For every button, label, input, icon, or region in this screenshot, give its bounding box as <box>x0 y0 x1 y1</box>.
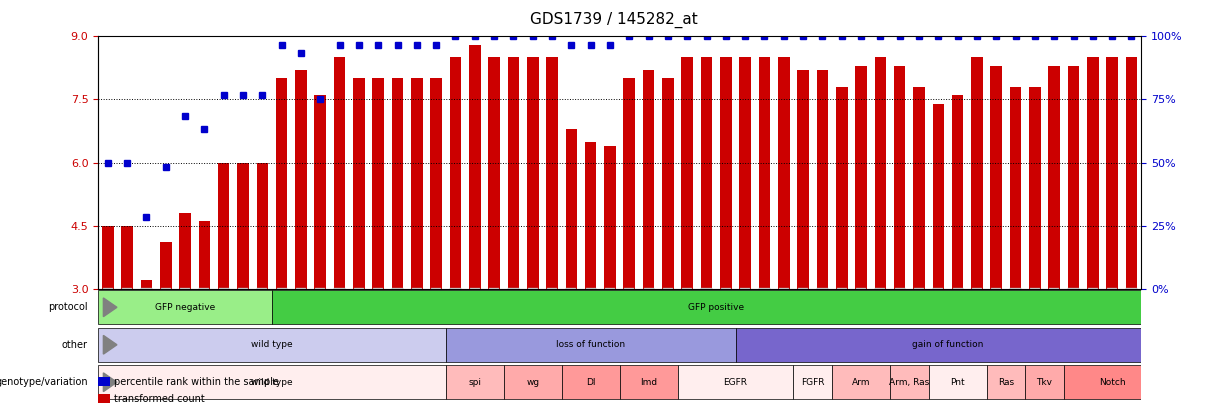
Bar <box>933 104 944 289</box>
Text: Notch: Notch <box>1099 378 1125 387</box>
Bar <box>1029 87 1040 289</box>
Bar <box>98 290 272 324</box>
Bar <box>987 365 1026 399</box>
Bar <box>1048 66 1060 289</box>
Bar <box>1026 365 1064 399</box>
Text: GFP negative: GFP negative <box>155 303 215 312</box>
Bar <box>643 70 654 289</box>
Bar <box>855 66 866 289</box>
Text: Arm, Ras: Arm, Ras <box>890 378 930 387</box>
Bar <box>681 58 693 289</box>
Bar <box>431 79 442 289</box>
Bar <box>98 328 445 362</box>
Bar <box>449 58 461 289</box>
Bar <box>720 58 731 289</box>
Text: lmd: lmd <box>640 378 658 387</box>
Bar <box>1010 87 1021 289</box>
Bar <box>526 58 539 289</box>
Bar <box>990 66 1002 289</box>
Bar <box>677 365 794 399</box>
Bar <box>160 242 172 289</box>
Bar <box>566 129 577 289</box>
Text: spi: spi <box>469 378 481 387</box>
Bar <box>488 58 499 289</box>
Text: loss of function: loss of function <box>556 340 626 349</box>
Bar <box>817 70 828 289</box>
Bar <box>391 79 404 289</box>
Bar <box>894 66 906 289</box>
Text: other: other <box>61 340 88 350</box>
Bar <box>1067 66 1080 289</box>
Bar <box>890 365 929 399</box>
Bar <box>562 365 620 399</box>
Text: wg: wg <box>526 378 540 387</box>
Bar <box>740 58 751 289</box>
Bar <box>296 70 307 289</box>
Bar <box>1064 365 1161 399</box>
Bar <box>929 365 987 399</box>
Bar <box>952 95 963 289</box>
Bar <box>971 58 983 289</box>
Bar <box>199 222 210 289</box>
Bar <box>623 79 636 289</box>
Bar <box>1107 58 1118 289</box>
Text: wild type: wild type <box>252 340 293 349</box>
Bar <box>1125 58 1137 289</box>
Polygon shape <box>103 298 117 317</box>
Bar <box>798 70 809 289</box>
Polygon shape <box>103 373 117 392</box>
Bar <box>179 213 191 289</box>
Text: GDS1739 / 145282_at: GDS1739 / 145282_at <box>530 12 697 28</box>
Text: Tkv: Tkv <box>1037 378 1053 387</box>
Bar <box>875 58 886 289</box>
Bar <box>411 79 422 289</box>
Bar <box>98 365 445 399</box>
Text: FGFR: FGFR <box>801 378 825 387</box>
Bar <box>735 328 1161 362</box>
Bar <box>508 58 519 289</box>
Bar <box>334 58 345 289</box>
Bar <box>701 58 713 289</box>
Text: protocol: protocol <box>48 302 88 312</box>
Bar <box>663 79 674 289</box>
Bar <box>256 162 269 289</box>
Bar <box>237 162 249 289</box>
Bar <box>218 162 229 289</box>
Bar <box>585 141 596 289</box>
Bar <box>445 365 504 399</box>
Bar <box>504 365 562 399</box>
Bar <box>913 87 925 289</box>
Bar <box>836 87 848 289</box>
Text: Ras: Ras <box>998 378 1014 387</box>
Bar <box>758 58 771 289</box>
Bar <box>604 146 616 289</box>
Text: gain of function: gain of function <box>913 340 984 349</box>
Text: EGFR: EGFR <box>724 378 747 387</box>
Bar <box>102 226 114 289</box>
Bar <box>778 58 790 289</box>
Bar <box>353 79 364 289</box>
Bar <box>121 226 133 289</box>
Text: Pnt: Pnt <box>951 378 964 387</box>
Text: genotype/variation: genotype/variation <box>0 377 88 387</box>
Bar <box>794 365 832 399</box>
Bar <box>1087 58 1098 289</box>
Bar <box>546 58 558 289</box>
Bar <box>445 328 735 362</box>
Bar <box>272 290 1161 324</box>
Bar <box>469 45 481 289</box>
Text: transformed count: transformed count <box>114 394 205 403</box>
Bar <box>832 365 890 399</box>
Text: GFP positive: GFP positive <box>688 303 745 312</box>
Bar <box>314 95 326 289</box>
Bar <box>141 280 152 289</box>
Bar <box>373 79 384 289</box>
Text: percentile rank within the sample: percentile rank within the sample <box>114 377 279 386</box>
Text: wild type: wild type <box>252 378 293 387</box>
Bar <box>276 79 287 289</box>
Polygon shape <box>103 335 117 354</box>
Text: Dl: Dl <box>587 378 595 387</box>
Text: Arm: Arm <box>852 378 870 387</box>
Bar <box>620 365 677 399</box>
